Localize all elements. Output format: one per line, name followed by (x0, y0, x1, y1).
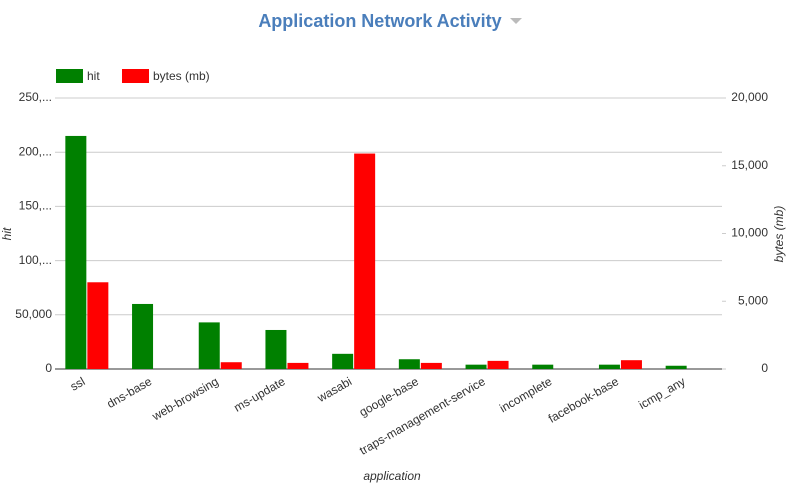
y2-tick-label: 10,000 (731, 226, 768, 240)
legend-label: bytes (mb) (153, 69, 210, 83)
x-tick-label: incomplete (497, 374, 555, 415)
x-tick-label: ssl (68, 374, 88, 393)
y-axis-title: hit (0, 227, 14, 240)
bar (620, 360, 642, 369)
title-dropdown[interactable] (510, 18, 522, 24)
legend-label: hit (87, 69, 100, 83)
legend-swatch (56, 69, 83, 83)
bar (465, 364, 487, 369)
chart-title: Application Network Activity (258, 11, 501, 31)
bar (398, 359, 420, 369)
bar (354, 153, 376, 369)
x-tick-label: dns-base (104, 374, 154, 411)
y2-axis-title: bytes (mb) (772, 206, 786, 263)
y2-tick-label: 5,000 (738, 293, 768, 307)
bar (198, 322, 220, 369)
bar (532, 364, 554, 369)
bar (598, 364, 620, 369)
bar (665, 365, 687, 369)
x-tick-label: ms-update (231, 374, 287, 415)
bar (220, 362, 242, 369)
x-tick-label: icmp_any (636, 374, 687, 412)
y2-tick-label: 20,000 (731, 90, 768, 104)
bar (332, 353, 354, 369)
y-tick-label: 50,000 (15, 307, 52, 321)
bar (65, 135, 87, 369)
x-axis-title: application (363, 469, 421, 483)
x-tick-label: traps-management-service (357, 374, 488, 458)
y-tick-label: 0 (45, 361, 52, 375)
y-tick-label: 250,... (19, 90, 52, 104)
y2-tick-label: 0 (761, 361, 768, 375)
bar (287, 362, 309, 369)
x-tick-label: facebook-base (546, 374, 621, 426)
bar (487, 360, 509, 369)
x-tick-label: web-browsing (149, 374, 221, 424)
y-tick-label: 200,... (19, 144, 52, 158)
bar (87, 282, 109, 369)
y2-tick-label: 15,000 (731, 158, 768, 172)
bar (265, 329, 287, 369)
bar (420, 362, 442, 369)
x-tick-label: google-base (357, 374, 421, 419)
bar (132, 303, 154, 369)
y-tick-label: 150,... (19, 199, 52, 213)
x-tick-label: wasabi (314, 374, 354, 405)
legend-swatch (122, 69, 149, 83)
y-tick-label: 100,... (19, 253, 52, 267)
